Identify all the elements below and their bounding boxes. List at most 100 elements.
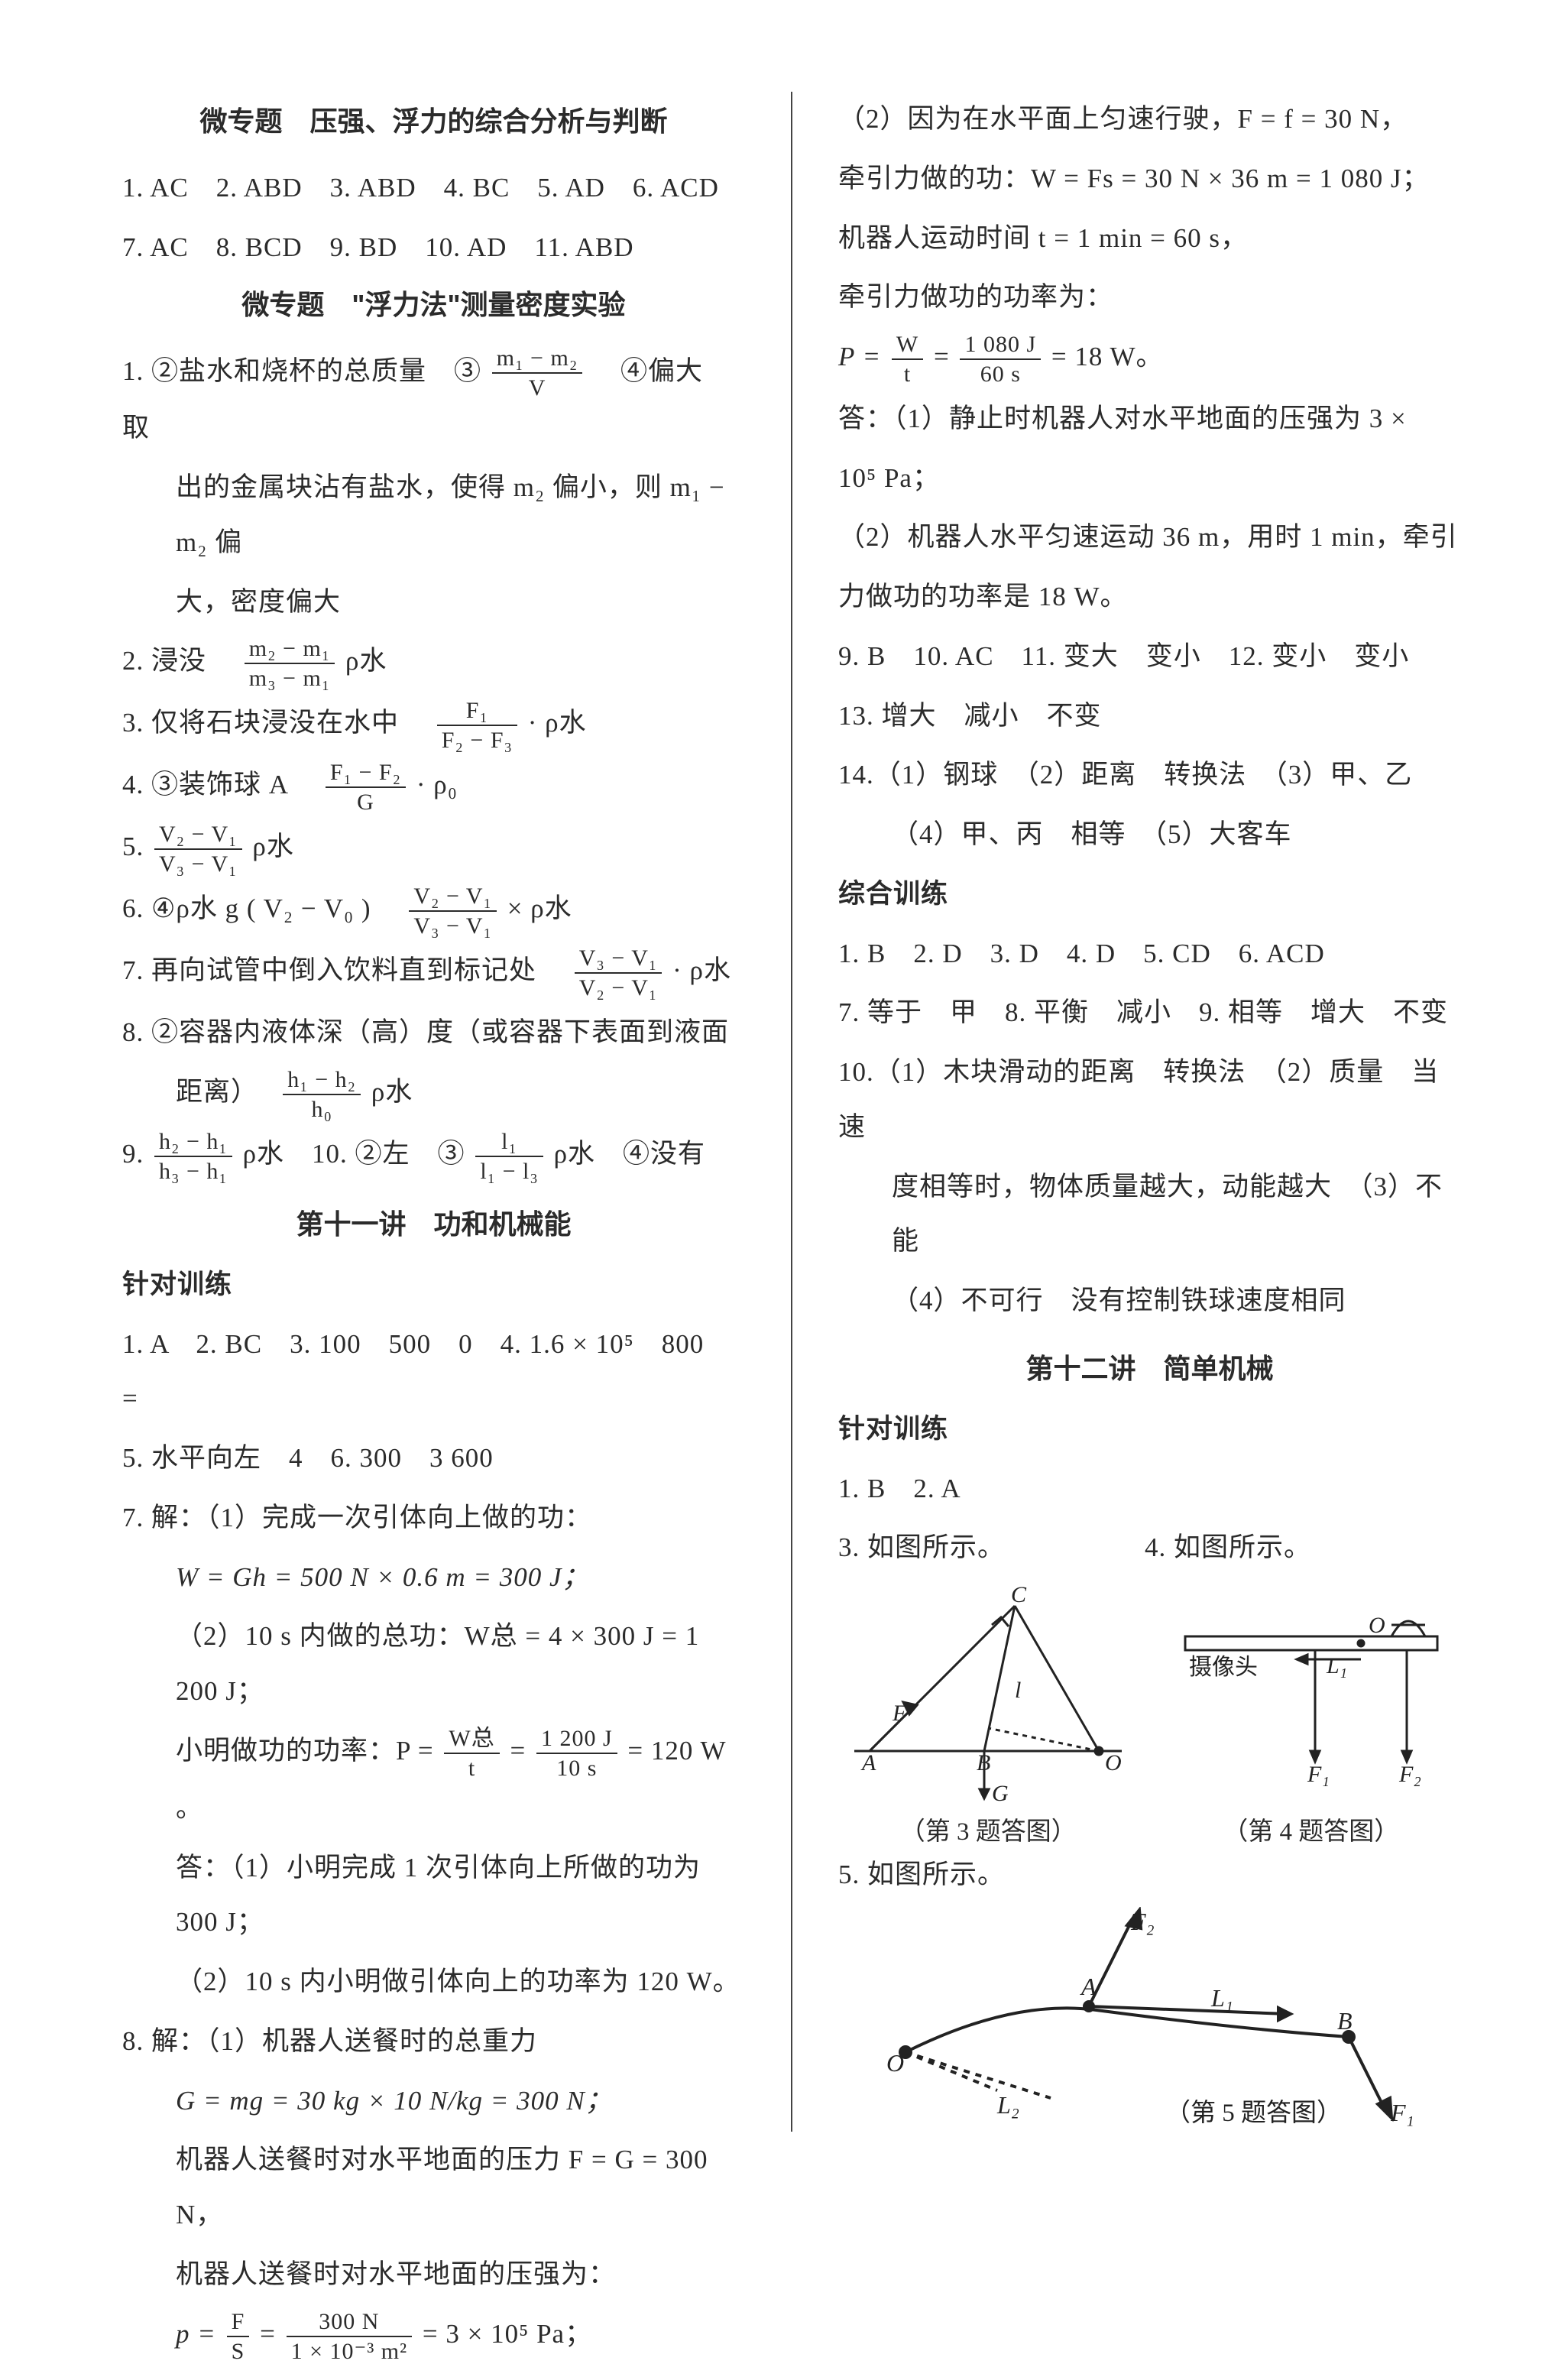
fraction: W总t [444,1726,499,1781]
ans-row: 7. 等于 甲 8. 平衡 减小 9. 相等 增大 不变 [838,985,1461,1040]
ans-row: （4）不可行 没有控制铁球速度相同 [838,1273,1461,1328]
text: 4. ③装饰球 A [122,770,315,799]
label-A: A [860,1750,876,1775]
text: ρ水 10. ②左 ③ [243,1139,465,1169]
sol-8: 8. 解：（1）机器人送餐时的总重力 [122,2014,745,2069]
text: = 3 × 10⁵ Pa； [423,2319,592,2349]
figure-4: 摄像头 O L₁ F₁ F₂ （第 4 题答图） [1161,1583,1462,1847]
ans-row: 度相等时，物体质量越大，动能越大 （3）不能 [838,1159,1461,1270]
figure-3: A B C F G l O （第 3 题答图） [838,1583,1139,1847]
ans-row: 1. B 2. A [838,1461,1461,1516]
label-F1: F₁ [1307,1762,1330,1787]
q3: 3. 仅将石块浸没在水中 F₁F₂ − F₃ · ρ水 [122,696,745,753]
text: 5. [122,832,151,861]
q2: 2. 浸没 m₂ − m₁m₃ − m₁ ρ水 [122,634,745,691]
fraction: Wt [892,332,923,387]
ans-row: 14.（1）钢球 （2）距离 转换法 （3）甲、乙 [838,747,1461,803]
page-root: 微专题 压强、浮力的综合分析与判断 1. AC 2. ABD 3. ABD 4.… [122,92,1461,2132]
sol-8-cont: 牵引力做的功：W = Fs = 30 N × 36 m = 1 080 J； [838,151,1461,206]
text: = 18 W。 [1051,342,1164,371]
label-G: G [992,1781,1009,1805]
fraction: h₁ − h₂h₀ [283,1067,361,1122]
label-O: O [1369,1613,1385,1638]
text: ρ水 ④没有 [554,1139,705,1169]
text: 距离） [176,1077,273,1107]
fraction: F₁F₂ − F₃ [437,698,517,753]
fraction: V₃ − V₁V₂ − V₁ [575,945,663,1000]
sol-8-eq4: p = FS = 300 N1 × 10⁻³ m² = 3 × 10⁵ Pa； [122,2307,745,2364]
left-column: 微专题 压强、浮力的综合分析与判断 1. AC 2. ABD 3. ABD 4.… [122,92,745,2132]
heading-lesson-12: 第十二讲 简单机械 [838,1347,1461,1386]
sol-7-eq: W = Gh = 500 N × 0.6 m = 300 J； [122,1550,745,1605]
text: 7. 再向试管中倒入饮料直到标记处 [122,955,564,985]
sol-8-p: P = Wt = 1 080 J60 s = 18 W。 [838,329,1461,387]
fraction: 1 080 J60 s [960,332,1041,387]
fig3-intro: 3. 如图所示。 [838,1520,1137,1575]
label-F1: F₁ [1390,2099,1414,2126]
q9: 9. h₂ − h₁h₃ − h₁ ρ水 10. ②左 ③ l₁l₁ − l₃ … [122,1127,745,1184]
fraction: l₁l₁ − l₃ [475,1129,543,1184]
fraction: m₁ − m₂V [492,345,583,400]
sol-8-ans2: （2）机器人水平匀速运动 36 m，用时 1 min，牵引 [838,510,1461,565]
answers-row: 1. AC 2. ABD 3. ABD 4. BC 5. AD 6. ACD [122,161,745,216]
sol-8-eq3: 机器人送餐时对水平地面的压强为： [122,2247,745,2302]
text: = [260,2319,283,2349]
text: 9. [122,1139,151,1169]
sol-7-2: （2）10 s 内做的总功：W总 = 4 × 300 J = 1 200 J； [122,1609,745,1719]
fig4-caption: （第 4 题答图） [1161,1811,1462,1847]
label-O: O [1105,1750,1122,1775]
right-column: （2）因为在水平面上匀速行驶，F = f = 30 N， 牵引力做的功：W = … [838,92,1461,2132]
text: · ρ₀ [416,770,458,799]
answers-row: 7. AC 8. BCD 9. BD 10. AD 11. ABD [122,220,745,275]
figure-intro-row: 3. 如图所示。 4. 如图所示。 [838,1520,1461,1575]
text: · ρ水 [528,708,587,738]
fraction: V₂ − V₁V₃ − V₁ [409,884,497,939]
label-l: l [1015,1678,1021,1703]
label-O: O [886,2049,904,2077]
sol-7-ans2: （2）10 s 内小明做引体向上的功率为 120 W。 [122,1954,745,2009]
q4: 4. ③装饰球 A F₁ − F₂G · ρ₀ [122,757,745,815]
sol-8-ans2: 力做功的功率是 18 W。 [838,569,1461,624]
q1-cont: 出的金属块沾有盐水，使得 m₂ 偏小，则 m₁ − m₂ 偏 [122,460,745,570]
text: ρ水 [371,1077,413,1107]
text: P = [838,342,889,371]
fraction: F₁ − F₂G [326,760,406,815]
text: = [934,342,957,371]
label-camera: 摄像头 [1189,1655,1258,1680]
figure-5: O A B L₁ L₂ F₁ F₂ （第 5 题答图） [838,1907,1461,2129]
section-comprehensive: 综合训练 [838,867,1461,922]
label-B: B [1337,2007,1353,2035]
label-F2: F₂ [1398,1762,1421,1787]
text: × ρ水 [507,893,572,923]
q5: 5. V₂ − V₁V₃ − V₁ ρ水 [122,819,745,877]
sol-8-cont: 机器人运动时间 t = 1 min = 60 s， [838,211,1461,266]
text: · ρ水 [672,955,731,985]
text: 3. 仅将石块浸没在水中 [122,708,426,738]
label-F2: F₂ [1130,1908,1155,1935]
ans-row: 1. A 2. BC 3. 100 500 0 4. 1.6 × 10⁵ 800… [122,1317,745,1427]
fig4-intro: 4. 如图所示。 [1145,1520,1311,1575]
label-B: B [977,1750,990,1775]
sol-8-ans: 答：（1）静止时机器人对水平地面的压强为 3 × [838,391,1461,446]
label-L2: L₂ [996,2091,1019,2119]
fraction: V₂ − V₁V₃ − V₁ [154,822,242,877]
label-A: A [1080,1973,1097,2000]
ans-row: 13. 增大 减小 不变 [838,689,1461,744]
text: 小明做功的功率：P = [176,1736,441,1766]
text: = [510,1736,533,1766]
fig3-caption: （第 3 题答图） [838,1811,1139,1847]
text: 2. 浸没 [122,646,234,676]
fraction: m₂ − m₁m₃ − m₁ [245,636,335,691]
fig4-svg: 摄像头 O L₁ F₁ F₂ [1162,1583,1460,1805]
text: ρ水 [252,832,293,861]
text: 6. ④ρ水 g ( V₂ − V₀ ) [122,893,399,923]
sol-7: 7. 解：（1）完成一次引体向上做的功： [122,1490,745,1545]
text: p = [176,2319,224,2349]
ans-row: 1. B 2. D 3. D 4. D 5. CD 6. ACD [838,926,1461,981]
ans-row: 9. B 10. AC 11. 变大 变小 12. 变小 变小 [838,629,1461,684]
fraction: 300 N1 × 10⁻³ m² [287,2309,413,2364]
ans-row: 10.（1）木块滑动的距离 转换法 （2）质量 当速 [838,1045,1461,1155]
sol-8-cont: 牵引力做功的功率为： [838,270,1461,325]
label-C: C [1011,1583,1027,1607]
fig5-intro: 5. 如图所示。 [838,1847,1461,1902]
